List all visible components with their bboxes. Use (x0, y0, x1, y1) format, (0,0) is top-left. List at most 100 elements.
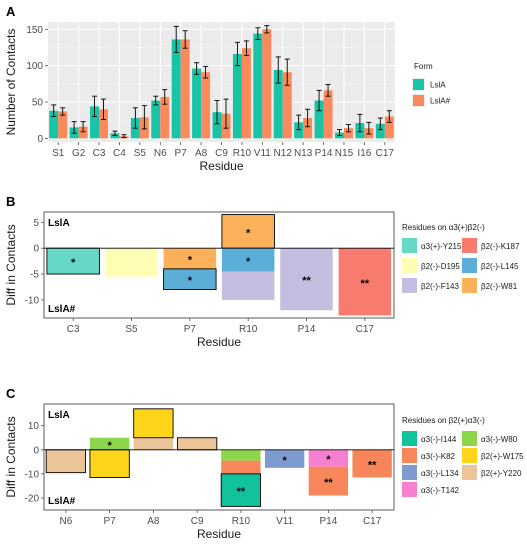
x-tick-label: N12 (274, 148, 293, 159)
legend-swatch (462, 448, 477, 463)
legend-entry: LslA (430, 81, 446, 90)
bar-LslA-hash-N6 (160, 96, 170, 139)
legend-title: Residues on β2(+)α3(-) (402, 416, 485, 425)
x-axis-label: Residue (197, 335, 241, 349)
x-tick-label: N6 (154, 148, 167, 159)
x-tick-label: R10 (232, 516, 251, 527)
bar-LslA-hash-P14 (323, 90, 333, 139)
legend-entry: α3(-)-I144 (421, 435, 457, 444)
segment-R10 (221, 449, 261, 461)
bar-LslA-N13 (294, 122, 304, 139)
legend-entry: β2(-)-W81 (481, 282, 518, 291)
panel-label: A (6, 4, 16, 19)
segment-A8 (133, 408, 174, 439)
segment-A8 (133, 437, 174, 450)
segment-R10 (221, 460, 261, 474)
x-tick-label: S5 (134, 148, 147, 159)
legend-entry: LslA# (430, 97, 451, 106)
bar-LslA-hash-N15 (343, 128, 353, 139)
x-tick-label: C17 (356, 324, 375, 335)
x-tick-label: V11 (254, 148, 271, 159)
bar-LslA-hash-N13 (303, 118, 313, 139)
x-tick-label: C3 (93, 148, 106, 159)
panel-label: C (6, 386, 16, 401)
x-tick-label: N15 (335, 148, 354, 159)
y-tick-label: -20 (25, 493, 40, 504)
legend-entry: β2(-)-F143 (421, 282, 459, 291)
bar-LslA-V11 (253, 33, 263, 139)
segment-P7 (163, 268, 217, 291)
bar-LslA-C9 (212, 112, 222, 139)
segment-C3 (46, 247, 100, 275)
segment-R10 (221, 214, 275, 249)
legend-swatch (462, 278, 477, 293)
significance-marker: ** (324, 477, 333, 489)
bar-LslA-C17 (375, 123, 385, 139)
bar-LslA-hash-P7 (180, 39, 190, 139)
legend-entry: β2(+)-Y220 (481, 469, 522, 478)
segment-P14 (308, 449, 349, 467)
top-label: LslA (48, 410, 70, 421)
legend-entry: α3(-)-T142 (421, 486, 460, 495)
legend-entry: α3(-)-K82 (421, 452, 456, 461)
significance-marker: ** (361, 278, 370, 290)
significance-marker: * (71, 257, 76, 269)
segment-C9 (176, 437, 218, 451)
x-axis-label: Residue (197, 527, 241, 541)
y-axis-label: Diff in Contacts (4, 224, 18, 305)
legend-swatch (402, 278, 417, 293)
x-tick-label: C9 (215, 148, 228, 159)
y-tick-label: 5 (33, 218, 39, 229)
x-tick-label: I16 (357, 148, 371, 159)
bar-LslA-hash-G2 (78, 126, 88, 139)
plot-frame (43, 211, 395, 319)
segment-P7 (163, 248, 217, 269)
y-tick-label: 50 (32, 98, 44, 109)
x-tick-label: S5 (125, 324, 138, 335)
legend-title: Form (414, 62, 433, 71)
x-tick-label: C17 (363, 516, 382, 527)
legend-swatch (462, 258, 477, 273)
bottom-label: LslA# (48, 496, 76, 507)
x-tick-label: G2 (72, 148, 86, 159)
segment-P7 (89, 449, 130, 478)
x-tick-label: P7 (184, 324, 197, 335)
bar-LslA-hash-C3 (99, 109, 109, 139)
x-tick-label: P7 (104, 516, 117, 527)
bar-LslA-hash-C17 (384, 116, 394, 139)
segment-P14 (280, 248, 333, 311)
bar-LslA-hash-R10 (241, 48, 251, 139)
legend-swatch (413, 79, 424, 90)
segment-P7 (89, 437, 130, 450)
legend-swatch (462, 238, 477, 253)
x-tick-label: P7 (175, 148, 188, 159)
segment-P14 (308, 466, 349, 496)
legend-swatch (402, 431, 417, 446)
bar-LslA-hash-V11 (262, 29, 272, 139)
bar-LslA-R10 (232, 54, 242, 139)
segment-N6 (45, 449, 87, 474)
legend-entry: β2(-)-L145 (481, 262, 519, 271)
x-tick-label: V11 (276, 516, 293, 527)
significance-marker: ** (302, 275, 311, 287)
x-tick-label: S1 (52, 148, 65, 159)
significance-marker: * (246, 227, 251, 239)
y-axis-label: Diff in Contacts (4, 416, 18, 497)
legend-title: Residues on α3(+)β2(-) (402, 223, 485, 232)
top-label: LslA (48, 218, 70, 229)
x-tick-label: P14 (319, 516, 337, 527)
y-tick-label: 10 (28, 421, 40, 432)
segment-R10 (221, 271, 275, 300)
bar-LslA-N6 (151, 100, 161, 139)
legend-swatch (413, 95, 424, 106)
x-tick-label: C9 (191, 516, 204, 527)
x-tick-label: A8 (147, 516, 160, 527)
legend-swatch (402, 482, 417, 497)
significance-marker: * (188, 275, 193, 287)
legend-swatch (462, 465, 477, 480)
segment-C17 (352, 449, 392, 478)
bottom-label: LslA# (48, 304, 76, 315)
x-tick-label: C4 (113, 148, 126, 159)
significance-marker: * (107, 440, 112, 452)
legend-entry: α3(-)-W80 (481, 435, 518, 444)
